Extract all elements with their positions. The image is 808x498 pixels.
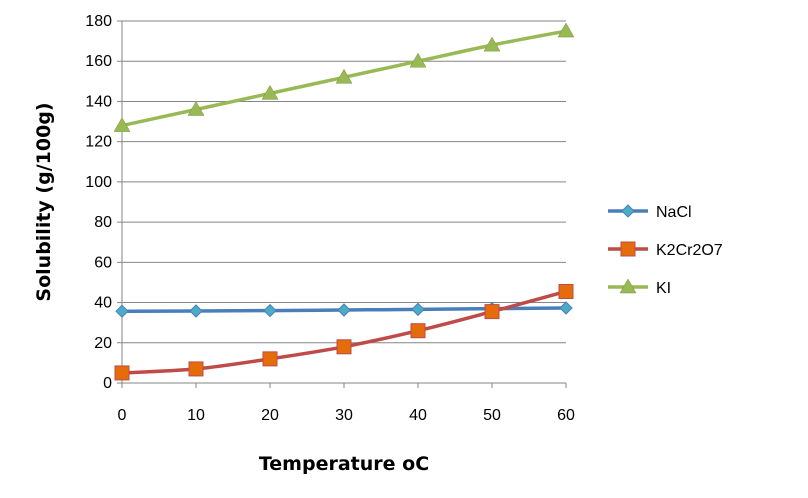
x-tick-label: 60 xyxy=(557,407,575,424)
x-tick-label: 20 xyxy=(261,407,279,424)
data-point-ki xyxy=(557,22,575,38)
legend-marker xyxy=(621,204,635,218)
data-point-k2cr2o7 xyxy=(558,283,574,299)
x-tick-label: 50 xyxy=(483,407,501,424)
data-point-ki xyxy=(113,117,131,132)
data-point-ki xyxy=(261,84,279,100)
tick-labels: 0 20 40 60 80 100 120 140 160 180 0 10 20 30 40 50 60 xyxy=(85,13,575,424)
data-point-ki xyxy=(335,68,353,84)
legend-label: KI xyxy=(656,280,671,297)
data-point-k2cr2o7 xyxy=(262,351,278,367)
data-point-nacl xyxy=(411,302,425,317)
data-point-ki xyxy=(409,52,427,68)
y-tick-label: 160 xyxy=(85,53,112,70)
legend-item-nacl: NaCl xyxy=(608,204,692,221)
legend-label: NaCl xyxy=(656,204,692,221)
y-tick-label: 20 xyxy=(94,335,112,352)
legend-item-ki: KI xyxy=(608,278,671,297)
x-tick-label: 0 xyxy=(118,407,127,424)
x-tick-label: 30 xyxy=(335,407,353,424)
y-tick-label: 100 xyxy=(85,174,112,191)
markers xyxy=(113,22,575,381)
data-point-k2cr2o7 xyxy=(484,304,500,320)
legend-marker xyxy=(619,278,637,294)
data-point-ki xyxy=(483,36,501,52)
y-tick-label: 180 xyxy=(85,13,112,30)
data-point-k2cr2o7 xyxy=(410,323,426,339)
x-tick-label: 10 xyxy=(187,407,205,424)
data-point-nacl xyxy=(263,303,277,318)
data-point-nacl xyxy=(559,301,573,315)
x-tick-label: 40 xyxy=(409,407,427,424)
legend-item-k2cr2o7: K2Cr2O7 xyxy=(608,241,723,259)
data-point-k2cr2o7 xyxy=(188,361,204,377)
y-tick-label: 0 xyxy=(103,375,112,392)
y-tick-label: 60 xyxy=(94,254,112,271)
data-point-ki xyxy=(187,100,205,116)
legend: NaCl K2Cr2O7 KI xyxy=(608,204,723,297)
y-tick-label: 80 xyxy=(94,214,112,231)
y-tick-label: 40 xyxy=(94,295,112,312)
y-tick-label: 120 xyxy=(85,134,112,151)
y-tick-label: 140 xyxy=(85,93,112,110)
data-point-nacl xyxy=(189,304,203,318)
x-axis-title: Temperature oC xyxy=(259,453,429,475)
axes xyxy=(117,20,567,388)
data-point-k2cr2o7 xyxy=(336,339,352,355)
data-point-k2cr2o7 xyxy=(114,365,130,381)
data-point-nacl xyxy=(337,303,351,317)
data-point-nacl xyxy=(115,304,129,318)
legend-label: K2Cr2O7 xyxy=(656,242,723,259)
y-axis-title: Solubility (g/100g) xyxy=(33,102,55,301)
legend-marker xyxy=(620,241,636,257)
